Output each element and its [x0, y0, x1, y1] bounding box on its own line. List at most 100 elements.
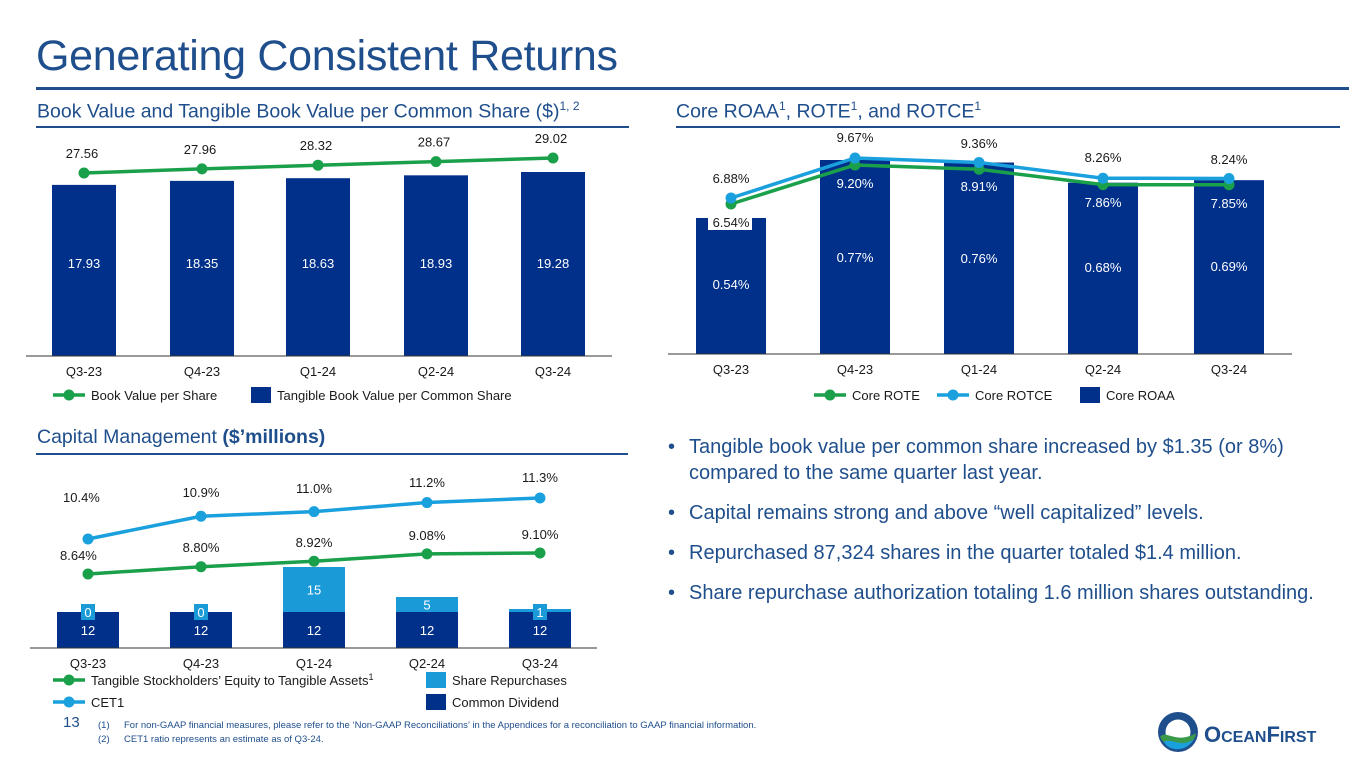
repurchase-bar-label: 5 [423, 598, 430, 613]
repurchase-bar-label: 15 [307, 583, 321, 598]
book-tick-label: Q2-24 [418, 364, 454, 379]
repurchase-legend-swatch [426, 672, 446, 688]
capital-section-rule [36, 453, 628, 455]
tsta-label: 8.92% [296, 535, 333, 550]
book-value-point [547, 152, 559, 164]
cet1-point [421, 497, 433, 509]
tsta-legend-label: Tangible Stockholders’ Equity to Tangibl… [91, 672, 374, 688]
repurchase-legend-label: Share Repurchases [452, 673, 567, 688]
dividend-bar-label: 12 [307, 623, 321, 638]
key-points-list: • Tangible book value per common share in… [668, 434, 1328, 620]
returns-tick-label: Q2-24 [1085, 362, 1121, 377]
repurchase-bar-label: 1 [536, 605, 543, 620]
bullet-icon: • [668, 542, 676, 564]
footnote: (2) CET1 ratio represents an estimate as … [98, 734, 324, 745]
core-rotce-legend-label: Core ROTCE [975, 388, 1053, 403]
core-rote-label: 7.85% [1211, 196, 1248, 211]
capital-tick-label: Q3-23 [70, 656, 106, 671]
oceanfirst-logo: OCEANFIRST [1158, 712, 1317, 752]
capital-tick-label: Q3-24 [522, 656, 558, 671]
repurchase-label-bg [533, 604, 547, 620]
core-rotce-point [849, 152, 861, 164]
core-rotce-legend-marker [947, 389, 959, 401]
tbv-bar [170, 180, 234, 356]
tsta-label: 8.80% [183, 540, 220, 555]
tsta-label: 8.64% [60, 548, 97, 563]
title-divider [36, 87, 1349, 90]
core-rotce-point [1223, 173, 1235, 185]
key-point-item: • Tangible book value per common share in… [668, 436, 1284, 484]
svg-text:OCEANFIRST: OCEANFIRST [1204, 722, 1317, 747]
core-rotce-label: 9.67% [837, 130, 874, 145]
core-rotce-point [1097, 172, 1109, 184]
repurchase-bar [396, 597, 458, 612]
repurchase-label-bg [81, 604, 95, 620]
tsta-point [308, 555, 320, 567]
tsta-legend-marker [63, 674, 75, 686]
dividend-bar [396, 612, 458, 648]
tbv-bar-label: 19.28 [537, 256, 570, 271]
cet1-point [534, 492, 546, 504]
core-rotce-label: 6.88% [713, 171, 750, 186]
dividend-bar [283, 612, 345, 648]
page-title: Generating Consistent Returns [36, 32, 618, 80]
footnote: (1) For non-GAAP financial measures, plea… [98, 720, 757, 731]
cet1-line [87, 496, 541, 541]
returns-tick-label: Q4-23 [837, 362, 873, 377]
tbv-bar-label: 18.93 [420, 256, 453, 271]
cet1-legend-label: CET1 [91, 695, 124, 710]
capital-tick-label: Q2-24 [409, 656, 445, 671]
key-point-item: • Capital remains strong and above “well … [668, 502, 1204, 524]
dividend-legend-swatch [426, 694, 446, 710]
returns-chart: 0.54% 0.77% 0.76% 0.68% 0.69% 6.54% 9.20% 8.91%… [668, 130, 1292, 403]
returns-tick-label: Q3-24 [1211, 362, 1247, 377]
tsta-point [421, 548, 433, 560]
returns-section-rule [676, 126, 1340, 128]
cet1-point [308, 506, 320, 518]
core-rote-label-bg [708, 214, 752, 230]
core-roaa-legend-label: Core ROAA [1106, 388, 1175, 403]
roaa-bar [1068, 182, 1138, 354]
tsta-label: 9.10% [522, 527, 559, 542]
tbv-bar [286, 178, 350, 356]
book-tick-label: Q4-23 [184, 364, 220, 379]
core-rote-legend-marker [824, 389, 836, 401]
book-tick-label: Q1-24 [300, 364, 336, 379]
book-value-label: 28.67 [418, 135, 451, 150]
core-rote-label: 7.86% [1085, 195, 1122, 210]
footnotes: (1) For non-GAAP financial measures, plea… [98, 719, 756, 747]
book-value-legend-label: Book Value per Share [91, 388, 217, 403]
cet1-point [82, 533, 94, 545]
repurchase-bar-label: 0 [197, 605, 204, 620]
book-value-label: 29.02 [535, 131, 568, 146]
tbv-legend-swatch [251, 387, 271, 403]
tsta-point [82, 568, 94, 580]
capital-tick-label: Q1-24 [296, 656, 332, 671]
book-value-section-title: Book Value and Tangible Book Value per C… [37, 99, 580, 123]
roaa-bar [944, 162, 1014, 354]
core-rote-legend-label: Core ROTE [852, 388, 920, 403]
oceanfirst-logo-icon [1158, 712, 1198, 752]
tbv-bar-label: 18.63 [302, 256, 335, 271]
repurchase-bar-label: 0 [84, 605, 91, 620]
roaa-bar [696, 218, 766, 354]
cet1-label: 10.9% [183, 485, 220, 500]
cet1-point [195, 510, 207, 522]
tbv-bar-label: 18.35 [186, 256, 219, 271]
tbv-legend-label: Tangible Book Value per Common Share [277, 388, 512, 403]
roaa-bar-label: 0.76% [961, 251, 998, 266]
book-value-label: 28.32 [300, 138, 333, 153]
book-value-chart: 17.93 18.35 18.63 18.93 19.28 27.56 27.96 28.32… [26, 131, 612, 403]
returns-section-title: Core ROAA1, ROTE1, and ROTCE1 [676, 99, 982, 123]
tbv-bar [521, 172, 585, 356]
capital-section-title: Capital Management ($’millions) [37, 426, 326, 448]
book-value-point [430, 156, 442, 168]
book-value-point [196, 163, 208, 175]
book-value-point [312, 159, 324, 171]
roaa-bar-label: 0.69% [1211, 259, 1248, 274]
tsta-point [534, 547, 546, 559]
cet1-label: 11.2% [409, 475, 445, 490]
capital-chart: 12 0 12 0 12 15 12 5 12 1 8.64% 8.80% 8.92% 9.08% 9.10… [30, 470, 597, 710]
core-rotce-point [973, 156, 985, 168]
book-value-label: 27.56 [66, 146, 99, 161]
